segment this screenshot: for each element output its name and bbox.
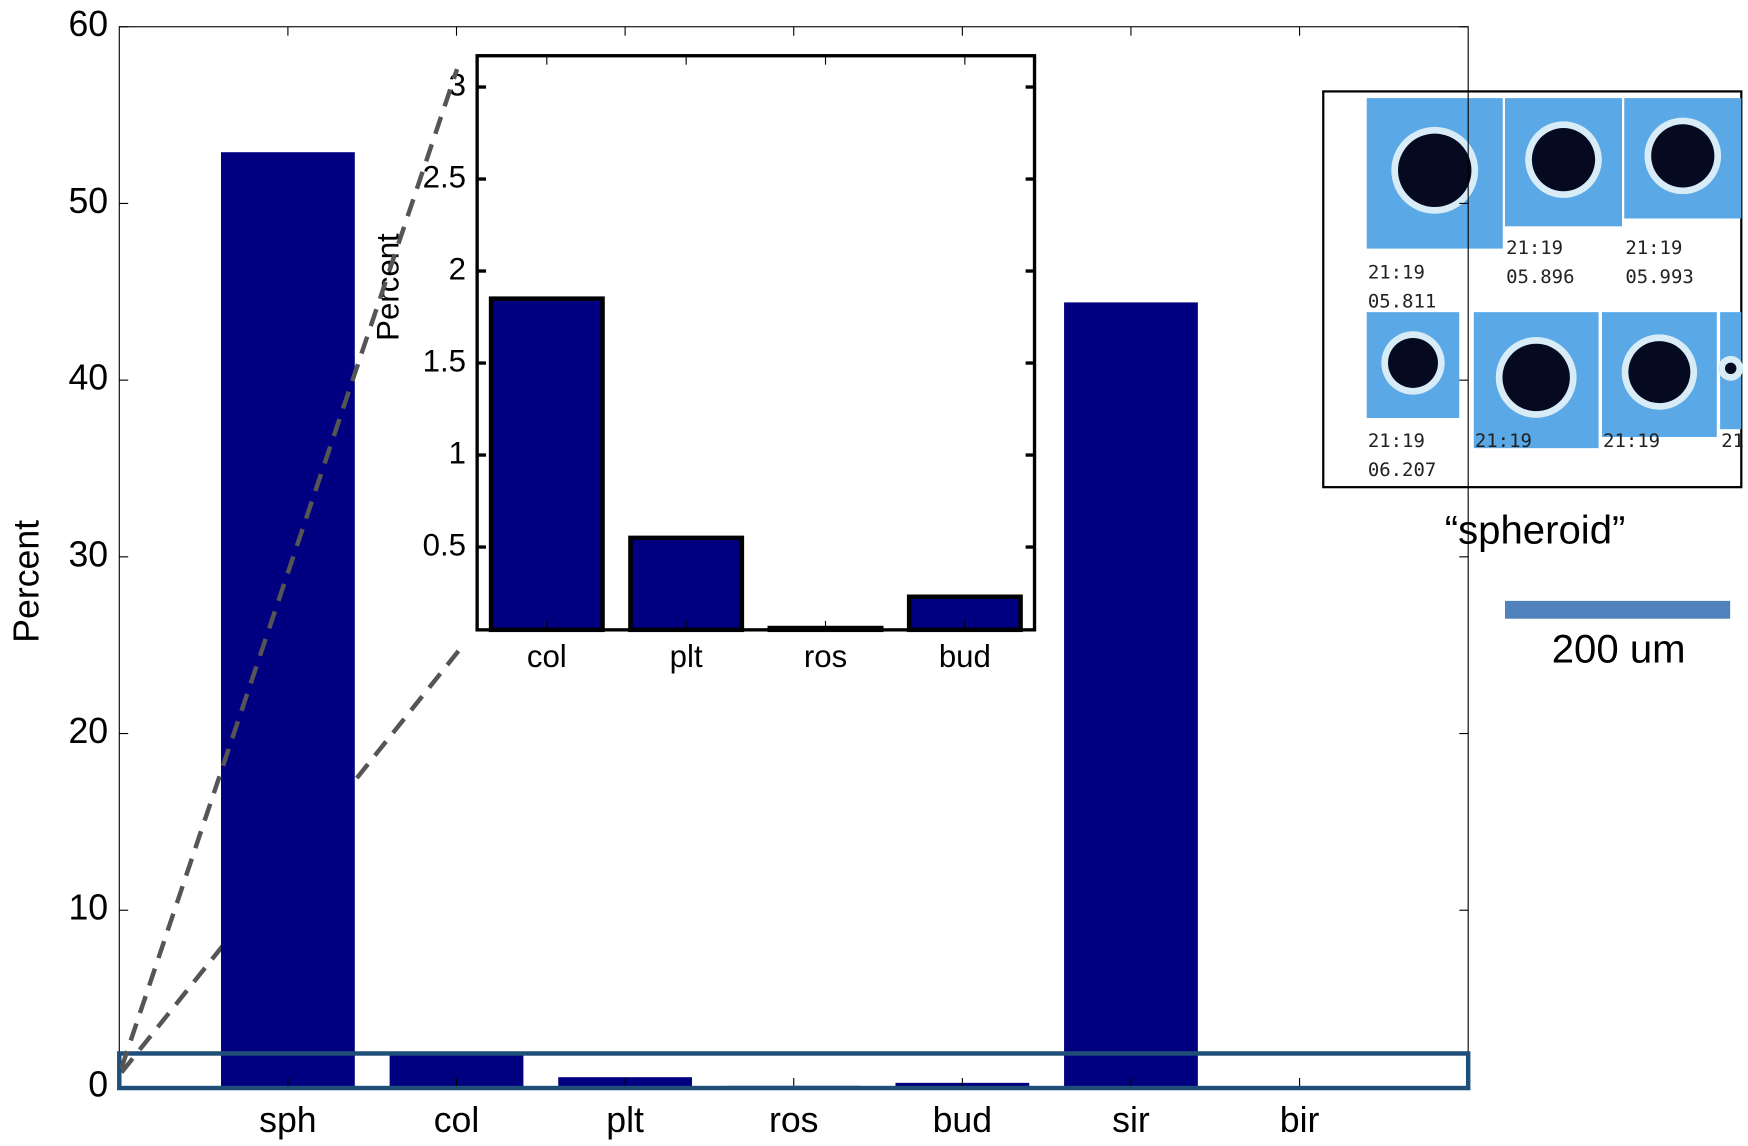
x-tick-label: plt (606, 1100, 644, 1140)
micrograph-label: 06.207 (1368, 459, 1436, 481)
x-tick-label: plt (670, 639, 703, 674)
micrograph-label: 05.993 (1625, 266, 1693, 288)
particle (1398, 133, 1472, 208)
particle (1628, 341, 1691, 404)
x-tick-label: sph (259, 1100, 317, 1140)
micrograph-label: 21:19 (1368, 430, 1425, 452)
micrograph-label: 21:19 (1603, 430, 1660, 452)
micrograph-label: 21:19 (1506, 237, 1563, 259)
particle (1388, 337, 1438, 388)
y-tick-label: 1.5 (423, 343, 466, 378)
y-tick-label: 50 (68, 181, 108, 221)
x-tick-label: ros (804, 639, 847, 674)
chart: 0 10 20 30 40 50 60 Percent sph col plt ros bud sir bi… (6, 4, 1471, 1140)
y-axis-label: Percent (370, 233, 405, 341)
y-tick-label: 30 (68, 534, 108, 574)
zoom-region (117, 1051, 1471, 1091)
bar (628, 535, 745, 633)
micrograph-label: 21:19 (1625, 237, 1682, 259)
y-tick-label: 10 (68, 888, 108, 928)
x-tick-label: sir (1112, 1100, 1150, 1140)
particle (1724, 362, 1737, 375)
zoom-guide (119, 68, 460, 1069)
y-tick-label: 0.5 (423, 527, 466, 562)
y-tick-label: 2.5 (423, 159, 466, 194)
x-tick-label: col (434, 1100, 480, 1140)
particle (1531, 128, 1596, 192)
y-axis-label: Percent (6, 520, 46, 643)
y-tick-label: 2 (449, 251, 466, 286)
x-tick-label: ros (769, 1100, 819, 1140)
micrograph-label: 05.896 (1506, 266, 1574, 288)
micrograph-label: 21 (1721, 430, 1744, 452)
x-tick-label: bir (1280, 1100, 1320, 1140)
x-tick-label: bud (939, 639, 991, 674)
bar (1064, 302, 1198, 1087)
particle (1651, 124, 1715, 188)
scale-bar-label: 200 um (1552, 627, 1686, 672)
bar (221, 152, 355, 1087)
micrograph-label: 05.811 (1368, 291, 1436, 313)
y-tick-label: 40 (68, 358, 108, 398)
y-tick-label: 20 (68, 711, 108, 751)
micrograph-label: 21:19 (1368, 262, 1425, 284)
micrograph-label: 21:19 (1475, 430, 1532, 452)
plot-frame (475, 54, 1037, 632)
caption: “spheroid” (1445, 507, 1626, 552)
scale-bar (1504, 600, 1731, 619)
y-tick-label: 60 (68, 4, 108, 44)
y-tick-label: 0 (88, 1064, 108, 1104)
particle (1502, 343, 1570, 412)
x-tick-label: col (527, 639, 567, 674)
bar (488, 296, 605, 633)
y-tick-label: 1 (449, 435, 466, 470)
x-tick-label: bud (933, 1100, 993, 1140)
